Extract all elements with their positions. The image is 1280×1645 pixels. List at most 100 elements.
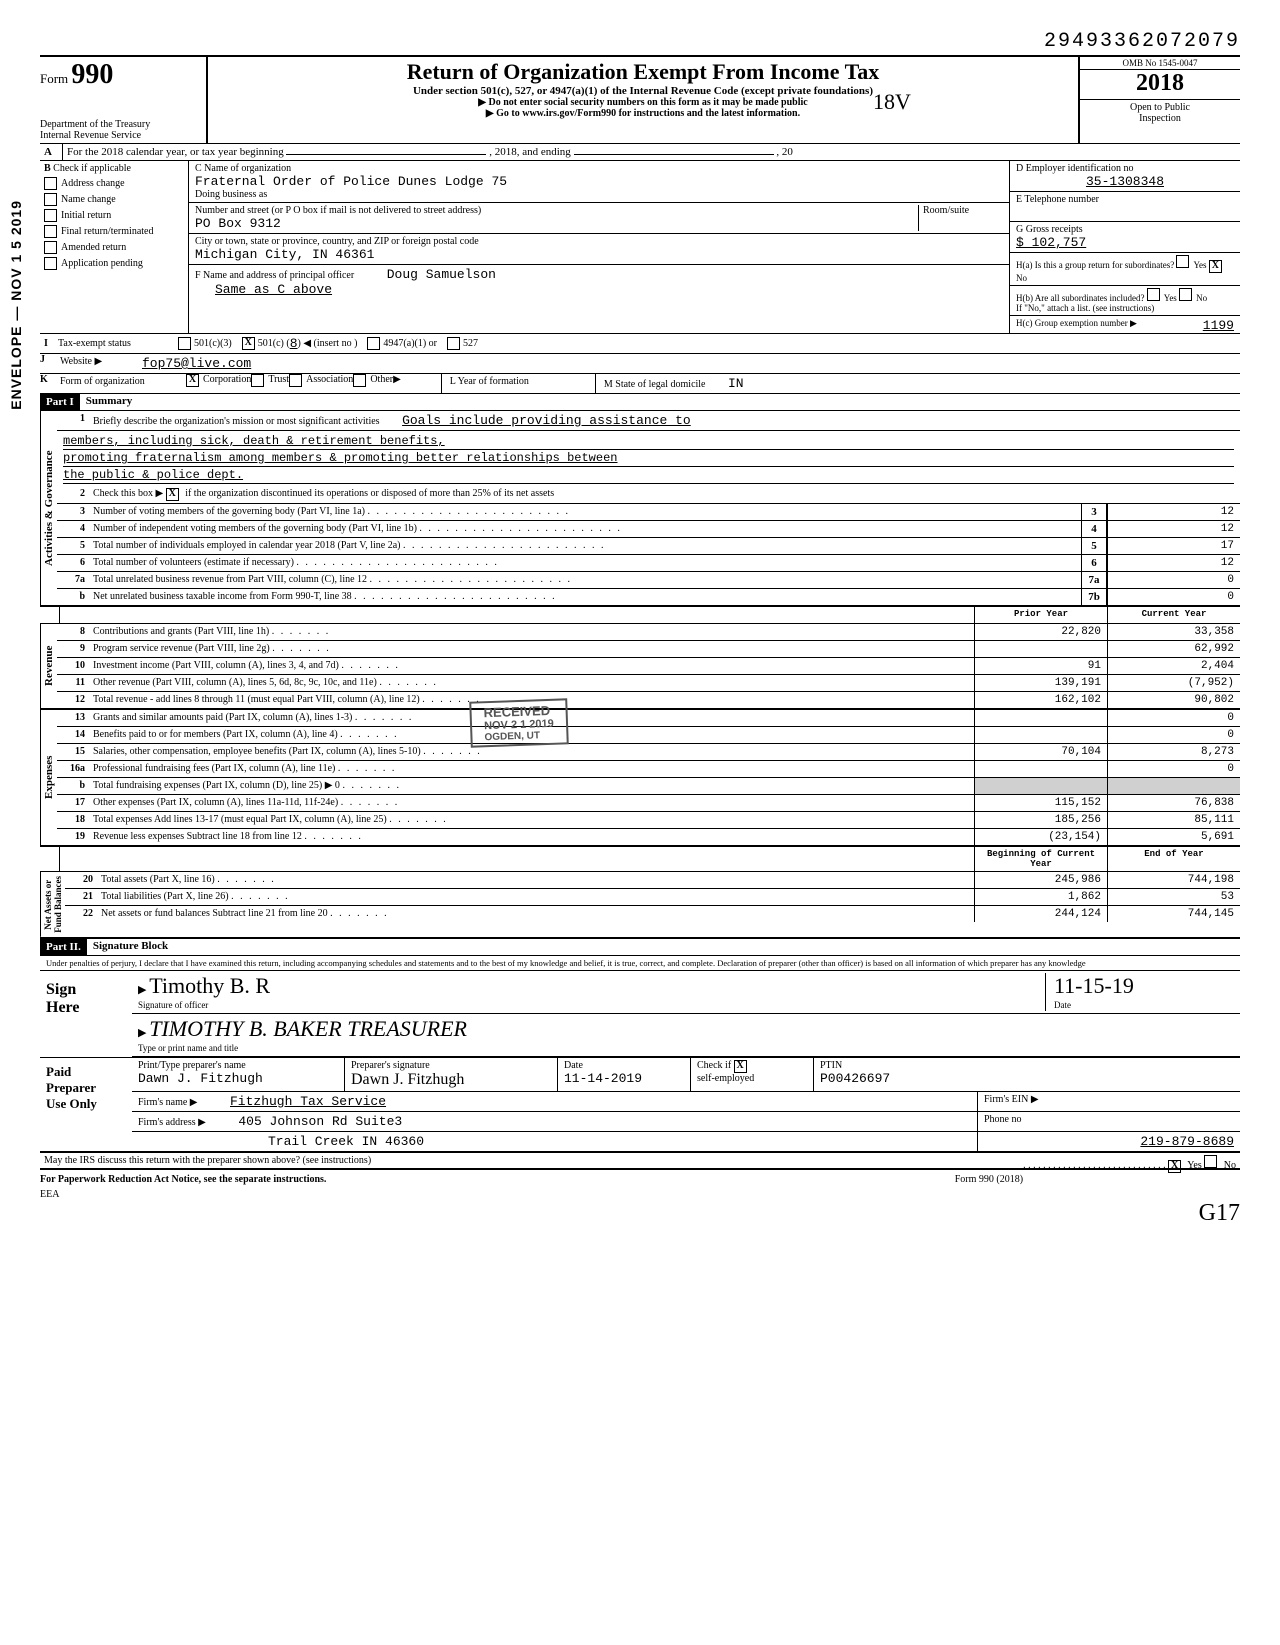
summary-line: bNet unrelated business taxable income f…: [57, 589, 1240, 605]
dept-treasury: Department of the Treasury: [40, 119, 200, 130]
summary-line: 13Grants and similar amounts paid (Part …: [57, 710, 1240, 727]
net-col-headers: Beginning of Current Year End of Year: [40, 847, 1240, 872]
perjury-text: Under penalties of perjury, I declare th…: [40, 956, 1240, 971]
inspection: Inspection: [1080, 113, 1240, 124]
ptin-value: P00426697: [820, 1071, 890, 1086]
preparer-signature: Dawn J. Fitzhugh: [351, 1071, 551, 1089]
summary-line: 21Total liabilities (Part X, line 26) . …: [65, 889, 1240, 906]
cb-amended: Amended return: [44, 241, 184, 254]
row-a: A For the 2018 calendar year, or tax yea…: [40, 143, 1240, 161]
summary-line: 10Investment income (Part VIII, column (…: [57, 658, 1240, 675]
tax-year: 2018: [1080, 70, 1240, 100]
form-header: Form 990 Department of the Treasury Inte…: [40, 55, 1240, 143]
summary-line: bTotal fundraising expenses (Part IX, co…: [57, 778, 1240, 795]
open-public: Open to Public: [1080, 102, 1240, 113]
firm-name: Fitzhugh Tax Service: [230, 1094, 386, 1109]
envelope-stamp: ENVELOPE — NOV 1 5 2019: [8, 200, 24, 410]
firm-addr2: Trail Creek IN 46360: [268, 1134, 424, 1149]
paperwork-notice: For Paperwork Reduction Act Notice, see …: [40, 1174, 326, 1185]
cb-address-change: Address change: [44, 177, 184, 190]
ha-no-check: X: [1209, 260, 1222, 273]
cb-initial-return: Initial return: [44, 209, 184, 222]
netassets-side-label: Net Assets or Fund Balances: [40, 872, 65, 937]
summary-line: 5Total number of individuals employed in…: [57, 538, 1240, 555]
officer-print-name: TIMOTHY B. BAKER TREASURER: [149, 1016, 467, 1041]
row-k: K Form of organization XCorporation Trus…: [40, 374, 1240, 394]
hc-value: 1199: [1203, 318, 1234, 333]
preparer-name: Dawn J. Fitzhugh: [138, 1071, 338, 1086]
city-value: Michigan City, IN 46361: [195, 247, 1003, 262]
dba-label: Doing business as: [195, 189, 1003, 200]
summary-line: 17Other expenses (Part IX, column (A), l…: [57, 795, 1240, 812]
c-name-label: C Name of organization: [195, 163, 1003, 174]
row-a-text3: , 20: [776, 146, 793, 158]
received-stamp: RECEIVED NOV 2 1 2019 OGDEN, UT: [469, 698, 568, 747]
governance-block: Activities & Governance 1 Briefly descri…: [40, 411, 1240, 607]
row-j: J Website ▶ fop75@live.com: [40, 354, 1240, 374]
eea-label: EEA: [40, 1189, 1240, 1200]
paid-preparer-label: Paid Preparer Use Only: [40, 1058, 132, 1151]
g-receipts-label: G Gross receipts: [1016, 224, 1234, 235]
netassets-block: Net Assets or Fund Balances 20Total asse…: [40, 872, 1240, 939]
mission-l1: Goals include providing assistance to: [402, 413, 691, 428]
governance-side-label: Activities & Governance: [40, 411, 57, 605]
form-word: Form: [40, 71, 68, 86]
street-label: Number and street (or P O box if mail is…: [195, 205, 918, 216]
irs-label: Internal Revenue Service: [40, 130, 200, 141]
street-value: PO Box 9312: [195, 216, 918, 231]
expenses-block: Expenses 13Grants and similar amounts pa…: [40, 710, 1240, 847]
state-value: IN: [728, 376, 744, 391]
summary-line: 14Benefits paid to or for members (Part …: [57, 727, 1240, 744]
expenses-side-label: Expenses: [40, 710, 57, 845]
preparer-date: 11-14-2019: [564, 1071, 684, 1086]
sign-date: 11-15-19: [1054, 973, 1134, 998]
summary-line: 15Salaries, other compensation, employee…: [57, 744, 1240, 761]
officer-addr: Same as C above: [215, 282, 332, 297]
header-sub1: Under section 501(c), 527, or 4947(a)(1)…: [214, 85, 1072, 97]
form-ref: Form 990 (2018): [955, 1174, 1023, 1185]
cb-final-return: Final return/terminated: [44, 225, 184, 238]
cb-pending: Application pending: [44, 257, 184, 270]
officer-name: Doug Samuelson: [387, 267, 496, 282]
f-label: F Name and address of principal officer: [195, 270, 354, 281]
part2-header: Part II. Signature Block: [40, 939, 1240, 956]
row-i: I Tax-exempt status 501(c)(3) X501(c) ( …: [40, 334, 1240, 354]
row-a-label: A: [40, 144, 63, 160]
summary-line: 6Total number of volunteers (estimate if…: [57, 555, 1240, 572]
firm-addr1: 405 Johnson Rd Suite3: [238, 1114, 402, 1129]
cb-name-change: Name change: [44, 193, 184, 206]
room-label: Room/suite: [918, 205, 1003, 231]
header-sub3: Go to www.irs.gov/Form990 for instructio…: [214, 108, 1072, 119]
hc-label: H(c) Group exemption number: [1016, 318, 1128, 328]
g-receipts-value: $ 102,757: [1016, 235, 1234, 250]
col-headers-row: Prior Year Current Year: [40, 607, 1240, 624]
footer-row: For Paperwork Reduction Act Notice, see …: [40, 1170, 1023, 1189]
phone-value: [1016, 205, 1234, 219]
501c-check: X: [242, 337, 255, 350]
officer-signature: Timothy B. R: [149, 973, 270, 998]
preparer-block: Paid Preparer Use Only Print/Type prepar…: [40, 1057, 1240, 1153]
row-a-text2: , 2018, and ending: [489, 146, 571, 158]
ein-value: 35-1308348: [1016, 174, 1234, 189]
form-number: 990: [71, 59, 113, 90]
summary-line: 20Total assets (Part X, line 16) . . . .…: [65, 872, 1240, 889]
mission-l3: promoting fraternalism among members & p…: [63, 450, 1234, 467]
hand-initial: 18V: [873, 89, 911, 115]
col-b-hint: Check if applicable: [53, 163, 131, 174]
section-b-c-d: B Check if applicable Address change Nam…: [40, 161, 1240, 334]
summary-line: 12Total revenue - add lines 8 through 11…: [57, 692, 1240, 708]
hand-note: G17: [40, 1200, 1240, 1227]
mission-l4: the public & police dept.: [63, 467, 1234, 484]
ha-label: H(a) Is this a group return for subordin…: [1016, 260, 1174, 270]
city-label: City or town, state or province, country…: [195, 236, 1003, 247]
website-value: fop75@live.com: [136, 354, 257, 373]
summary-line: 3Number of voting members of the governi…: [57, 504, 1240, 521]
hb-label: H(b) Are all subordinates included?: [1016, 293, 1144, 303]
dln-stamp: 29493362072079: [40, 30, 1240, 53]
mission-l2: members, including sick, death & retirem…: [63, 433, 1234, 450]
header-sub2: Do not enter social security numbers on …: [214, 97, 1072, 108]
summary-line: 18Total expenses Add lines 13-17 (must e…: [57, 812, 1240, 829]
line2-check: X: [166, 488, 179, 501]
revenue-block: Revenue 8Contributions and grants (Part …: [40, 624, 1240, 710]
summary-line: 7aTotal unrelated business revenue from …: [57, 572, 1240, 589]
